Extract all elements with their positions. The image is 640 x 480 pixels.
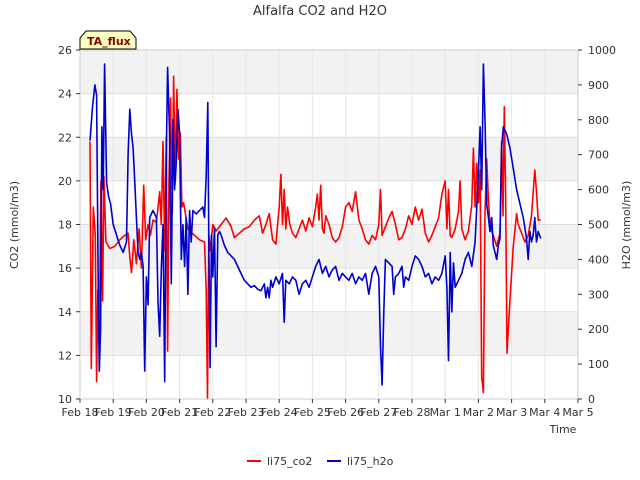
- background-band: [80, 93, 578, 138]
- x-tick-label: Mar 2: [463, 406, 494, 419]
- x-tick-label: Mar 5: [562, 406, 593, 419]
- x-tick-label: Feb 21: [161, 406, 198, 419]
- left-y-tick-label: 12: [58, 349, 72, 362]
- right-y-tick-label: 400: [588, 253, 609, 266]
- left-y-tick-label: 14: [58, 306, 72, 319]
- right-y-tick-label: 600: [588, 184, 609, 197]
- right-y-tick-label: 900: [588, 79, 609, 92]
- x-tick-label: Feb 20: [128, 406, 165, 419]
- left-y-tick-label: 24: [58, 88, 72, 101]
- right-y-axis-label: H2O (mmol/m3): [620, 181, 633, 270]
- badge-shape: [79, 30, 137, 50]
- left-y-tick-label: 20: [58, 175, 72, 188]
- right-y-tick-label: 200: [588, 323, 609, 336]
- x-tick-label: Feb 23: [228, 406, 265, 419]
- series-line-li75_co2: [89, 75, 541, 400]
- right-y-tick-label: 0: [588, 393, 595, 406]
- x-axis-label: Time: [549, 423, 577, 436]
- left-y-tick-label: 22: [58, 131, 72, 144]
- x-tick-label: Feb 27: [360, 406, 397, 419]
- right-y-tick-label: 1000: [588, 44, 616, 57]
- legend: li75_co2 li75_h2o: [247, 455, 394, 468]
- badge-text: TA_flux: [87, 35, 131, 48]
- background-band: [80, 355, 578, 399]
- x-tick-label: Feb 18: [62, 406, 99, 419]
- left-y-tick-label: 26: [58, 44, 72, 57]
- right-y-tick-label: 800: [588, 114, 609, 127]
- right-y-tick-label: 500: [588, 219, 609, 232]
- left-y-axis-label: CO2 (mmol/m3): [8, 181, 21, 269]
- x-tick-label: Mar 3: [496, 406, 527, 419]
- x-tick-label: Feb 22: [194, 406, 231, 419]
- background-band: [80, 50, 578, 94]
- x-tick-label: Feb 26: [327, 406, 364, 419]
- background-band: [80, 224, 578, 269]
- x-tick-label: Mar 4: [529, 406, 560, 419]
- series-layer: [89, 63, 542, 400]
- left-y-axis-ticks: 10 12 14 16 18 20 22 24 26: [58, 44, 80, 406]
- right-y-tick-label: 700: [588, 149, 609, 162]
- x-tick-label: Feb 28: [394, 406, 431, 419]
- x-tick-label: Mar 1: [430, 406, 461, 419]
- plot-background-bands: [80, 50, 578, 399]
- right-y-tick-label: 100: [588, 358, 609, 371]
- right-y-axis-ticks: 0 100 200 300 400 500 600 700 800 900 1000: [578, 44, 616, 406]
- x-tick-label: Feb 24: [261, 406, 298, 419]
- x-tick-label: Feb 19: [95, 406, 132, 419]
- left-y-tick-label: 10: [58, 393, 72, 406]
- left-y-tick-label: 18: [58, 219, 72, 232]
- chart-title: Alfalfa CO2 and H2O: [253, 4, 387, 19]
- ta-flux-badge: TA_flux: [79, 30, 137, 50]
- left-y-tick-label: 16: [58, 262, 72, 275]
- x-tick-label: Feb 25: [294, 406, 331, 419]
- background-band: [80, 311, 578, 356]
- series-line-li75_h2o: [89, 63, 542, 386]
- right-y-tick-label: 300: [588, 288, 609, 301]
- legend-label-co2: li75_co2: [267, 455, 312, 468]
- legend-label-h2o: li75_h2o: [347, 455, 394, 468]
